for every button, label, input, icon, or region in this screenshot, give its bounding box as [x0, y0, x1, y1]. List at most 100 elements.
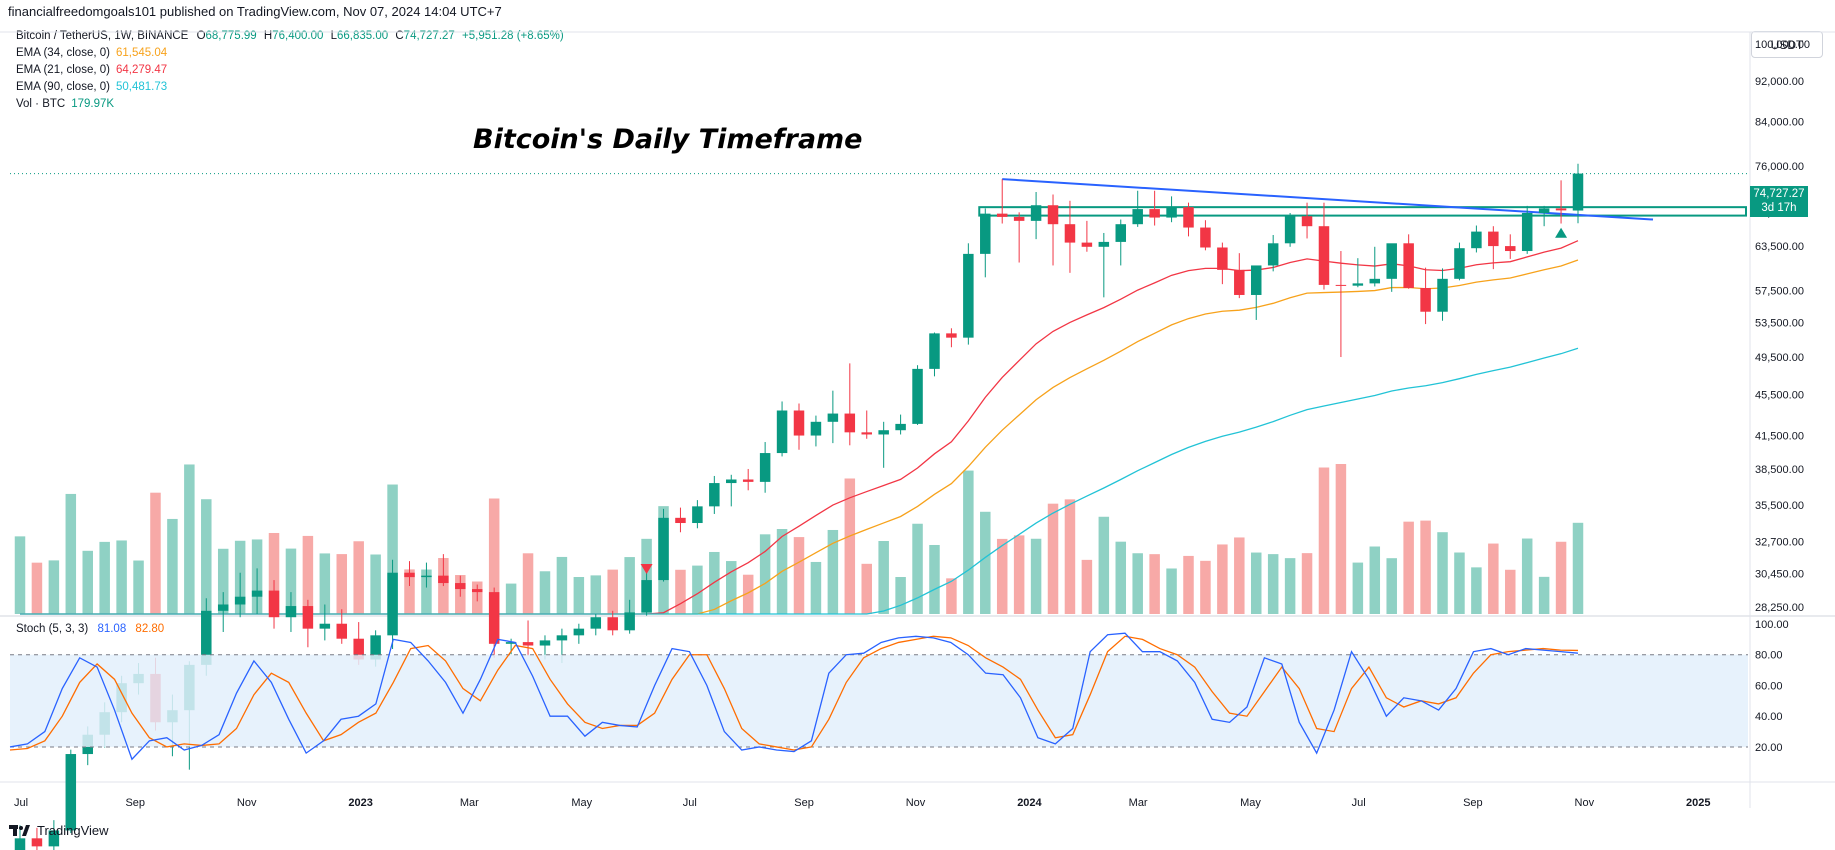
candle-body [1471, 231, 1482, 249]
time-tick-label: Nov [1575, 797, 1595, 809]
candle-body [556, 635, 568, 641]
volume-bar [116, 540, 127, 614]
volume-bar [1166, 568, 1177, 614]
close-value: 74,727.27 [403, 30, 455, 42]
volume-bar [827, 529, 839, 614]
candle-body [709, 483, 720, 507]
candle-body [1183, 207, 1194, 228]
last-price-badge: 74,727.27 3d 17h [1750, 186, 1808, 217]
candle-body [1013, 216, 1025, 221]
time-tick-label: 2025 [1686, 797, 1710, 809]
candle-body [1166, 207, 1177, 218]
candle-body [1369, 278, 1381, 284]
candle-body [505, 642, 517, 644]
tradingview-logo[interactable]: TradingView [9, 823, 109, 838]
candle-body [404, 572, 415, 578]
volume-bar [675, 569, 686, 614]
low-label: L [330, 30, 337, 42]
change-value: +5,951.28 (+8.65%) [462, 30, 564, 42]
volume-bar [1200, 560, 1211, 614]
candle-body [31, 838, 43, 847]
high-label: H [263, 30, 273, 42]
volume-bar [624, 557, 635, 614]
stoch-legend[interactable]: Stoch (5, 3, 3) 81.08 82.80 [16, 623, 164, 635]
candle-body [1352, 283, 1364, 286]
volume-bar [99, 541, 110, 614]
ema34-label: EMA (34, close, 0) [16, 47, 110, 59]
volume-bar [370, 554, 381, 614]
candle-body [1132, 209, 1143, 225]
candle-body [996, 213, 1008, 217]
volume-bar [1064, 499, 1076, 614]
volume-bar [31, 562, 43, 614]
volume-bar [184, 464, 195, 614]
volume-bar [1352, 562, 1364, 614]
candle-body [48, 830, 60, 847]
ema21-label: EMA (21, close, 0) [16, 64, 110, 76]
stoch-tick-label: 60.00 [1755, 680, 1783, 692]
candle-body [1081, 242, 1093, 247]
countdown-value: 3d 17h [1761, 202, 1797, 214]
ema21-legend[interactable]: EMA (21, close, 0) 64,279.47 [16, 64, 167, 76]
volume-bar [319, 553, 331, 614]
volume-bar [1454, 552, 1465, 614]
candle-body [1217, 247, 1228, 270]
candle-body [912, 368, 923, 424]
candle-body [1047, 205, 1059, 225]
candle-body [590, 617, 602, 629]
candle-body [641, 580, 652, 613]
volume-bar [1217, 544, 1228, 614]
volume-bar [150, 492, 161, 614]
volume-legend[interactable]: Vol · BTC 179.97K [16, 98, 114, 110]
candle-body [217, 604, 229, 611]
volume-bar [1420, 520, 1431, 614]
time-tick-label: Jul [683, 797, 697, 809]
volume-bar [1471, 567, 1482, 614]
ema34-legend[interactable]: EMA (34, close, 0) 61,545.04 [16, 47, 167, 59]
volume-bar [929, 544, 940, 614]
volume-value: 179.97K [71, 98, 115, 110]
candle-body [861, 432, 872, 435]
volume-bar [522, 553, 534, 614]
candle-body [624, 612, 635, 631]
candle-body [1234, 269, 1245, 295]
price-tick-label: 84,000.00 [1755, 116, 1804, 128]
candle-body [1064, 224, 1076, 243]
descending-trendline [1002, 178, 1654, 221]
volume-bar [980, 511, 991, 614]
candle-body [980, 213, 991, 254]
candle-body [1335, 284, 1347, 286]
volume-bar [1250, 552, 1262, 614]
volume-bar [1488, 543, 1499, 614]
candle-body [1386, 243, 1397, 279]
price-tick-label: 41,500.00 [1755, 431, 1804, 443]
volume-bar [1047, 503, 1059, 614]
volume-bar [201, 499, 212, 614]
time-tick-label: Nov [906, 797, 926, 809]
price-tick-label: 30,450.00 [1755, 568, 1804, 580]
price-tick-label: 38,500.00 [1755, 464, 1804, 476]
volume-bar [1115, 541, 1127, 614]
stoch-tick-label: 20.00 [1755, 742, 1783, 754]
volume-bar [1098, 516, 1110, 614]
candle-body [776, 410, 788, 454]
tradingview-logo-icon [9, 825, 30, 836]
price-tick-label: 57,500.00 [1755, 285, 1804, 297]
price-tick-label: 100,000.00 [1755, 39, 1810, 51]
volume-bar [1403, 521, 1414, 614]
time-tick-label: 2023 [348, 797, 372, 809]
close-label: C [395, 30, 404, 42]
candle-body [1318, 226, 1330, 285]
open-value: 68,775.99 [205, 30, 257, 42]
candle-body [726, 479, 737, 484]
candle-body [929, 333, 940, 369]
candle-body [1488, 231, 1499, 247]
symbol-legend: Bitcoin / TetherUS, 1W, BINANCE O68,775.… [16, 30, 564, 42]
volume-bar [488, 498, 500, 614]
volume-bar [1572, 522, 1584, 614]
volume-bar [726, 561, 737, 614]
candle-body [438, 575, 449, 584]
ema90-legend[interactable]: EMA (90, close, 0) 50,481.73 [16, 81, 167, 93]
volume-bar [82, 550, 93, 614]
